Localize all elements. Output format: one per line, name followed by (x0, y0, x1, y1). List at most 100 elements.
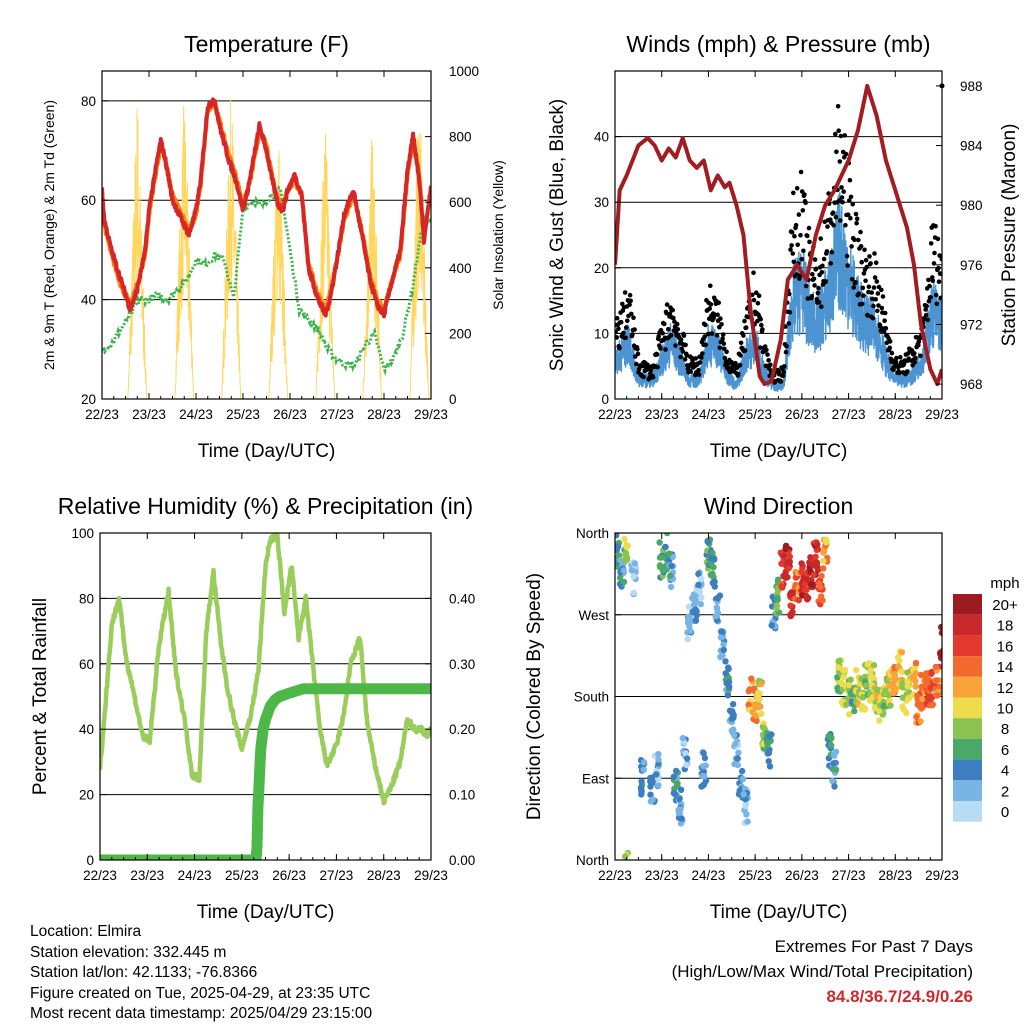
gust-point (936, 279, 942, 285)
gust-point (834, 149, 839, 155)
gust-point (764, 347, 769, 353)
x-tick-label: 29/23 (925, 868, 959, 883)
x-tick-label: 23/23 (130, 868, 164, 883)
direction-point (656, 554, 664, 561)
gust-point (671, 315, 676, 321)
direction-point (912, 670, 920, 677)
y-tick-label: 100 (71, 526, 94, 541)
gust-point (627, 292, 633, 298)
gust-point (622, 290, 628, 295)
gust-point (632, 327, 637, 332)
gust-point (678, 337, 684, 342)
station-elevation: Station elevation: 332.445 m (30, 943, 227, 961)
direction-point (940, 629, 942, 636)
direction-point (899, 668, 906, 676)
gust-point (838, 218, 843, 223)
gust-point (843, 151, 849, 157)
gust-point (815, 290, 821, 296)
direction-point (891, 685, 899, 692)
gust-point (936, 265, 941, 271)
gust-point (721, 341, 727, 346)
direction-point (806, 559, 813, 566)
gust-point (708, 302, 714, 307)
gust-point (703, 322, 708, 328)
direction-point (631, 560, 639, 567)
gust-point (688, 369, 693, 374)
direction-point (687, 627, 694, 635)
direction-point (932, 663, 939, 671)
gust-point (742, 318, 747, 324)
direction-point (677, 786, 685, 793)
y-tick-label: South (574, 690, 609, 705)
gust-point (874, 279, 880, 284)
gust-point (628, 298, 633, 304)
gust-point (673, 343, 678, 348)
direction-point (870, 662, 878, 669)
station-latlon: Station lat/lon: 42.1133; -76.8366 (30, 964, 258, 982)
y-axis-label: Percent & Total Rainfall (30, 598, 51, 795)
gust-point (928, 295, 933, 300)
gust-point (819, 304, 824, 310)
gust-point (831, 223, 836, 228)
direction-point (647, 791, 654, 798)
direction-point (701, 773, 708, 780)
gust-point (783, 349, 789, 355)
legend-swatch (953, 656, 982, 677)
gust-point (615, 315, 620, 321)
direction-point (820, 549, 827, 556)
direction-point (655, 756, 662, 763)
y2-tick-label: 600 (449, 195, 472, 210)
direction-point (895, 663, 902, 670)
plot-area (615, 533, 942, 860)
y2-tick-label: 1000 (449, 64, 479, 79)
gust-point (810, 272, 815, 277)
gust-point (937, 253, 942, 258)
direction-point (858, 706, 865, 713)
gust-point (912, 359, 918, 365)
x-tick-label: 27/23 (320, 407, 354, 422)
direction-point (929, 702, 936, 709)
gust-point (854, 220, 859, 226)
legend-swatch (953, 676, 982, 698)
gust-point (847, 198, 852, 203)
direction-point (887, 702, 894, 709)
x-tick-label: 26/23 (785, 407, 819, 422)
direction-point (655, 750, 662, 758)
most-recent-timestamp: Most recent data timestamp: 2025/04/29 2… (30, 1005, 373, 1023)
x-tick-label: 29/23 (925, 407, 959, 422)
direction-point (846, 711, 853, 718)
direction-point (698, 594, 705, 601)
direction-point (704, 538, 711, 545)
gust-point (668, 332, 674, 338)
chart-3: 22/23 23/23 24/23 25/23 26/23 27/23 28/23 29/23… (30, 493, 475, 923)
gust-point (864, 264, 869, 270)
y-axis-label: Sonic Wind & Gust (Blue, Black) (547, 99, 568, 371)
legend-swatch (953, 780, 982, 801)
x-tick-label: 26/23 (272, 868, 306, 883)
y-tick-label: 40 (79, 722, 94, 737)
direction-point (859, 694, 867, 701)
x-tick-label: 22/23 (83, 868, 117, 883)
direction-point (740, 791, 747, 798)
gust-point (854, 216, 860, 221)
direction-point (768, 622, 775, 629)
direction-point (918, 671, 925, 679)
y-tick-label: West (578, 608, 609, 623)
extremes-values: 84.8/36.7/24.9/0.26 (826, 987, 973, 1006)
x-tick-label: 25/23 (738, 407, 772, 422)
gust-point (876, 303, 881, 308)
plot-area (615, 83, 942, 392)
gust-point (660, 331, 665, 336)
gust-point (938, 295, 942, 301)
direction-point (818, 572, 825, 580)
y-tick-label: 20 (594, 261, 609, 276)
gust-point (883, 326, 889, 331)
gust-point (798, 169, 804, 175)
x-tick-label: 25/23 (738, 868, 772, 883)
direction-point (904, 683, 911, 690)
gust-point (863, 257, 869, 263)
gust-point (768, 362, 773, 368)
y2-tick-label: 0 (449, 392, 457, 407)
gust-point (833, 214, 839, 220)
direction-point (718, 628, 725, 635)
